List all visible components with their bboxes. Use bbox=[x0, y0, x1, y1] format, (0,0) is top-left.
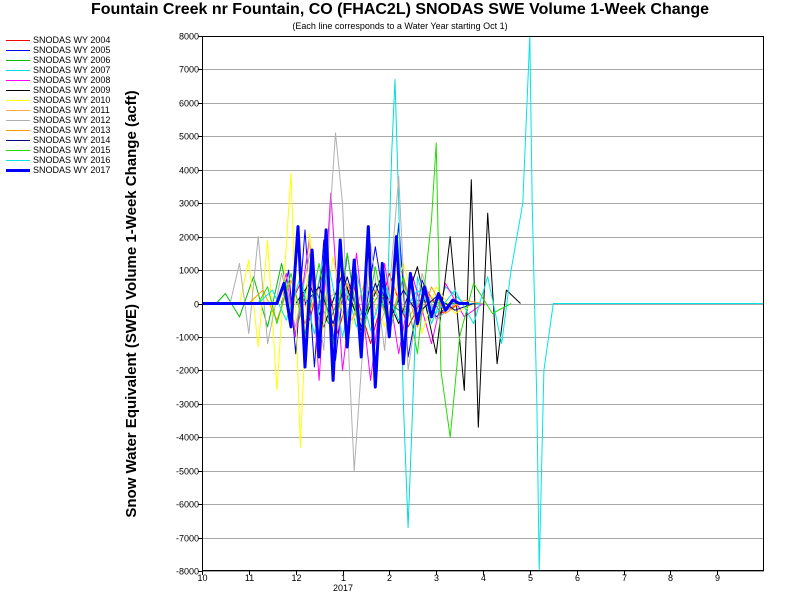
y-tick-label: 5000 bbox=[179, 132, 199, 142]
y-tick-label: -1000 bbox=[176, 333, 199, 343]
x-tick-label: 5 bbox=[528, 573, 533, 583]
series-line-wy-2017 bbox=[202, 225, 469, 389]
legend-label: SNODAS WY 2005 bbox=[33, 45, 111, 55]
legend-item: SNODAS WY 2016 bbox=[6, 155, 110, 165]
y-tick-label: 0 bbox=[194, 300, 199, 310]
legend-swatch bbox=[6, 159, 30, 161]
legend-swatch bbox=[6, 119, 30, 121]
legend-label: SNODAS WY 2008 bbox=[33, 75, 111, 85]
x-tick-label: 6 bbox=[575, 573, 580, 583]
x-tick-label: 2 bbox=[387, 573, 392, 583]
legend-swatch bbox=[6, 129, 30, 131]
legend-item: SNODAS WY 2013 bbox=[6, 125, 110, 135]
legend-item: SNODAS WY 2017 bbox=[6, 165, 110, 175]
legend-swatch bbox=[6, 69, 30, 71]
y-tick-label: 6000 bbox=[179, 99, 199, 109]
legend-item: SNODAS WY 2011 bbox=[6, 105, 110, 115]
legend-label: SNODAS WY 2015 bbox=[33, 145, 111, 155]
legend-swatch bbox=[6, 168, 30, 172]
legend-label: SNODAS WY 2010 bbox=[33, 95, 111, 105]
legend-swatch bbox=[6, 59, 30, 61]
series-layer bbox=[202, 35, 764, 572]
legend-swatch bbox=[6, 39, 30, 41]
y-tick-label: -8000 bbox=[176, 567, 199, 577]
legend-item: SNODAS WY 2014 bbox=[6, 135, 110, 145]
chart-title: Fountain Creek nr Fountain, CO (FHAC2L) … bbox=[90, 1, 710, 18]
legend-swatch bbox=[6, 49, 30, 51]
series-line-wy-2007 bbox=[313, 79, 483, 528]
legend-swatch bbox=[6, 139, 30, 141]
legend-swatch bbox=[6, 109, 30, 111]
legend-item: SNODAS WY 2006 bbox=[6, 55, 110, 65]
legend-label: SNODAS WY 2007 bbox=[33, 65, 111, 75]
legend-swatch bbox=[6, 79, 30, 81]
y-tick-label: 4000 bbox=[179, 166, 199, 176]
series-line-wy-2016 bbox=[257, 35, 764, 572]
axes: -8000 -7000 -6000 -5000 -4000 -3000 -2000 -1000… bbox=[176, 32, 764, 583]
legend-item: SNODAS WY 2010 bbox=[6, 95, 110, 105]
x-tick-label: 1 bbox=[341, 573, 346, 583]
legend-label: SNODAS WY 2012 bbox=[33, 115, 111, 125]
y-tick-label: -3000 bbox=[176, 400, 199, 410]
legend-item: SNODAS WY 2004 bbox=[6, 35, 110, 45]
legend-item: SNODAS WY 2009 bbox=[6, 85, 110, 95]
x-tick-label: 4 bbox=[481, 573, 486, 583]
legend-label: SNODAS WY 2009 bbox=[33, 85, 111, 95]
legend-label: SNODAS WY 2014 bbox=[33, 135, 111, 145]
y-tick-label: -7000 bbox=[176, 534, 199, 544]
x-tick-label: 11 bbox=[245, 573, 254, 583]
legend-label: SNODAS WY 2016 bbox=[33, 155, 111, 165]
legend-swatch bbox=[6, 89, 30, 91]
legend-swatch bbox=[6, 149, 30, 151]
legend-item: SNODAS WY 2005 bbox=[6, 45, 110, 55]
chart-subtitle: (Each line corresponds to a Water Year s… bbox=[292, 21, 508, 31]
legend-label: SNODAS WY 2017 bbox=[33, 165, 111, 175]
y-tick-label: 8000 bbox=[179, 32, 199, 42]
legend-label: SNODAS WY 2013 bbox=[33, 125, 111, 135]
legend: SNODAS WY 2004 SNODAS WY 2005 SNODAS WY 20… bbox=[6, 35, 110, 175]
x-tick-label: 12 bbox=[291, 573, 301, 583]
x-axis-year-label: 2017 bbox=[333, 583, 353, 593]
legend-item: SNODAS WY 2008 bbox=[6, 75, 110, 85]
plot-frame bbox=[202, 36, 764, 571]
legend-label: SNODAS WY 2004 bbox=[33, 35, 111, 45]
y-tick-label: 1000 bbox=[179, 266, 199, 276]
y-tick-label: -2000 bbox=[176, 366, 199, 376]
y-tick-label: 7000 bbox=[179, 65, 199, 75]
legend-item: SNODAS WY 2012 bbox=[6, 115, 110, 125]
x-tick-label: 10 bbox=[197, 573, 207, 583]
legend-swatch bbox=[6, 99, 30, 101]
x-tick-label: 3 bbox=[434, 573, 439, 583]
y-tick-label: 2000 bbox=[179, 233, 199, 243]
y-axis-label: Snow Water Equivalent (SWE) Volume 1-Wee… bbox=[123, 90, 140, 517]
y-tick-label: 3000 bbox=[179, 199, 199, 209]
legend-item: SNODAS WY 2007 bbox=[6, 65, 110, 75]
legend-item: SNODAS WY 2015 bbox=[6, 145, 110, 155]
x-tick-label: 7 bbox=[622, 573, 627, 583]
x-tick-label: 8 bbox=[668, 573, 673, 583]
x-tick-label: 9 bbox=[715, 573, 720, 583]
legend-label: SNODAS WY 2011 bbox=[33, 105, 110, 115]
y-tick-label: -6000 bbox=[176, 500, 199, 510]
y-tick-label: -5000 bbox=[176, 467, 199, 477]
legend-label: SNODAS WY 2006 bbox=[33, 55, 111, 65]
y-tick-label: -4000 bbox=[176, 433, 199, 443]
